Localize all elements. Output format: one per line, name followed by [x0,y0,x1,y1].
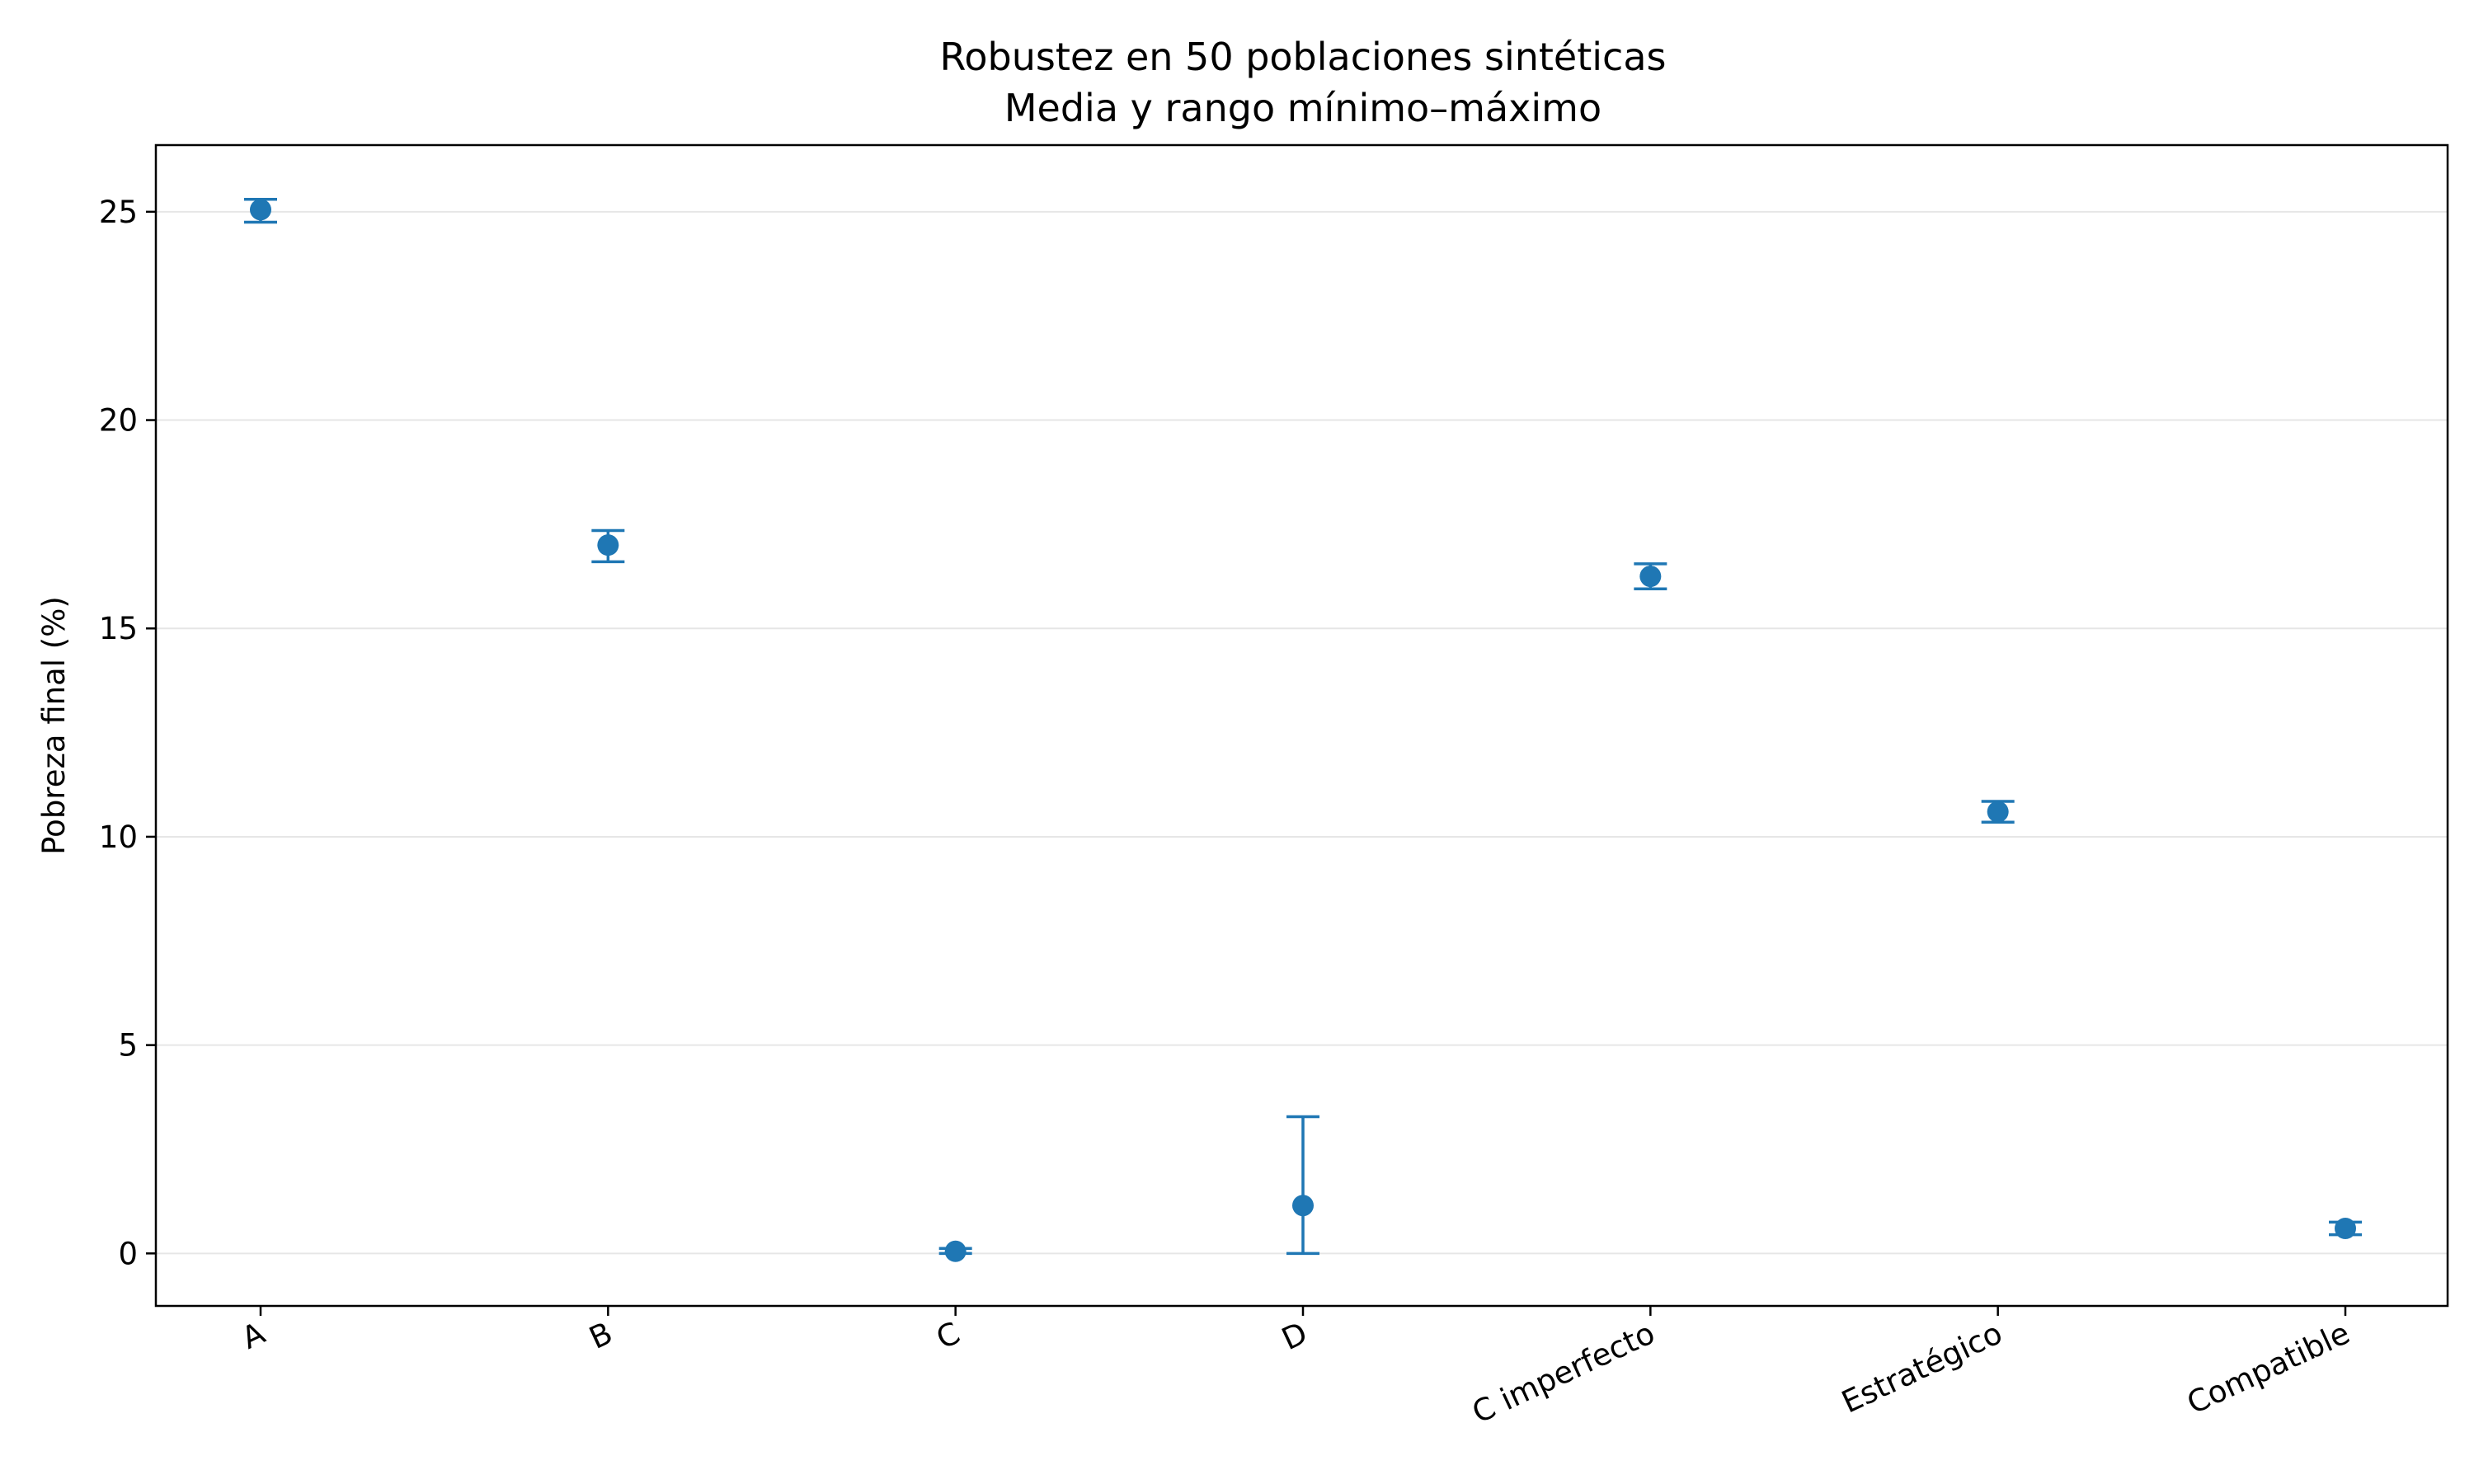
data-marks [244,197,2362,1262]
mean-point [250,199,271,221]
x-tick-label: Compatible [2181,1315,2354,1421]
y-tick-label: 25 [99,195,138,230]
y-axis: 0 5 10 15 20 25 [99,195,156,1271]
mean-point [1292,1195,1314,1217]
error-bar-point [244,197,277,224]
x-tick-label: Estratégico [1837,1315,2008,1420]
x-axis: A B C D C imperfecto Estratégico Compatible [237,1306,2355,1430]
mean-point [1987,801,2009,823]
y-tick-label: 0 [118,1236,138,1271]
chart-subtitle: Media y rango mínimo–máximo [1004,86,1602,130]
mean-point [2335,1217,2356,1239]
y-tick-label: 15 [99,611,138,646]
error-bar-point [1981,800,2015,824]
x-tick-label: A [237,1315,270,1356]
x-tick-label: C imperfecto [1467,1315,1660,1430]
error-bar-point [1286,1115,1319,1256]
mean-point [597,534,619,556]
y-tick-label: 5 [118,1028,138,1064]
y-tick-label: 10 [99,819,138,855]
grid-lines [156,210,2448,1255]
error-bar-point [1634,562,1667,590]
x-tick-label: B [584,1315,618,1356]
y-tick-label: 20 [99,403,138,439]
error-bar-point [938,1240,972,1262]
error-bar-point [591,528,625,564]
x-tick-label: D [1277,1315,1313,1357]
chart-title: Robustez en 50 poblaciones sintéticas [940,35,1667,79]
mean-point [944,1240,967,1262]
plot-frame [154,143,2449,1308]
error-bar-point [2329,1217,2362,1239]
mean-point [1639,566,1662,588]
x-tick-label: C [931,1315,966,1356]
y-axis-label: Pobreza final (%) [36,596,72,855]
